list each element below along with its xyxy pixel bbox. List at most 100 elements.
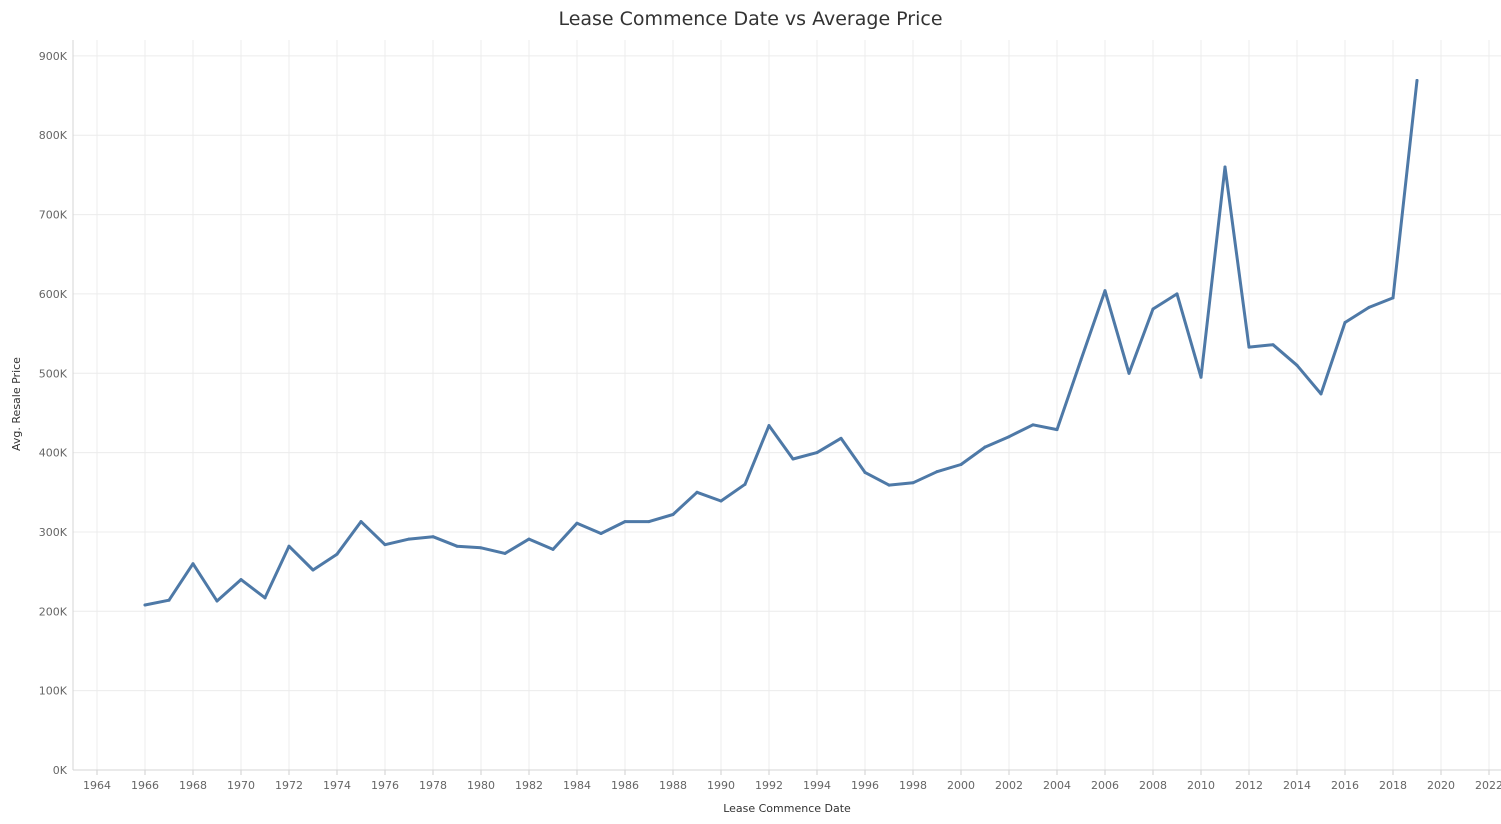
data-point <box>1247 345 1251 349</box>
x-tick-label: 2000 <box>947 779 975 792</box>
x-tick-label: 1986 <box>611 779 639 792</box>
data-point <box>959 463 963 467</box>
y-tick-label: 900K <box>39 50 68 63</box>
data-point <box>1175 292 1179 296</box>
data-point <box>239 578 243 582</box>
data-point <box>887 483 891 487</box>
y-tick-label: 200K <box>39 605 68 618</box>
data-point <box>215 599 219 603</box>
data-point <box>191 562 195 566</box>
x-tick-label: 1996 <box>851 779 879 792</box>
data-point <box>1343 320 1347 324</box>
data-point <box>671 513 675 516</box>
y-tick-label: 700K <box>39 209 68 222</box>
data-point <box>767 424 771 428</box>
data-point <box>431 535 435 539</box>
data-point <box>647 520 651 524</box>
data-point <box>407 537 411 541</box>
x-tick-label: 2020 <box>1427 779 1455 792</box>
data-point <box>599 532 603 536</box>
x-tick-label: 2016 <box>1331 779 1359 792</box>
x-tick-label: 2018 <box>1379 779 1407 792</box>
series-layer <box>143 78 1419 607</box>
series-line <box>143 79 1419 607</box>
y-tick-label: 800K <box>39 129 68 142</box>
y-tick-label: 100K <box>39 685 68 698</box>
data-point <box>455 544 459 548</box>
data-point <box>383 543 387 547</box>
data-point <box>503 551 507 555</box>
data-point <box>1031 423 1035 427</box>
x-tick-label: 2012 <box>1235 779 1263 792</box>
data-point <box>287 544 291 548</box>
x-tick-label: 1978 <box>419 779 447 792</box>
y-tick-label: 600K <box>39 288 68 301</box>
data-point <box>359 520 363 524</box>
data-point <box>935 470 939 474</box>
data-point <box>911 481 915 485</box>
data-point <box>623 520 627 524</box>
x-tick-label: 1984 <box>563 779 591 792</box>
data-point <box>983 445 987 449</box>
x-tick-label: 1970 <box>227 779 255 792</box>
data-point <box>1223 165 1227 169</box>
data-point <box>311 568 315 572</box>
data-point <box>1391 296 1395 300</box>
x-tick-label: 1980 <box>467 779 495 792</box>
data-point <box>167 598 171 602</box>
data-point <box>1319 392 1323 396</box>
x-tick-label: 1976 <box>371 779 399 792</box>
x-tick-label: 1964 <box>83 779 111 792</box>
y-axis-title: Avg. Resale Price <box>10 357 23 451</box>
y-tick-label: 300K <box>39 526 68 539</box>
axes: 0K 100K 200K 300K 400K 500K 600K 700K 800K 900K 19… <box>39 40 1501 792</box>
data-point <box>719 499 723 503</box>
data-point <box>1199 375 1203 379</box>
chart-title: Lease Commence Date vs Average Price <box>558 8 943 30</box>
data-point <box>575 521 579 525</box>
x-tick-label: 1992 <box>755 779 783 792</box>
x-tick-label: 1982 <box>515 779 543 792</box>
data-point <box>263 596 267 600</box>
data-point <box>1127 371 1131 375</box>
x-tick-label: 2022 <box>1475 779 1501 792</box>
x-tick-label: 2006 <box>1091 779 1119 792</box>
data-point <box>335 552 339 556</box>
y-tick-label: 500K <box>39 367 68 380</box>
x-tick-label: 1990 <box>707 779 735 792</box>
data-point <box>743 482 747 486</box>
x-tick-label: 1994 <box>803 779 831 792</box>
data-point <box>1007 435 1011 439</box>
x-tick-label: 2004 <box>1043 779 1071 792</box>
x-tick-label: 1972 <box>275 779 303 792</box>
data-point <box>1055 428 1059 432</box>
x-tick-label: 1974 <box>323 779 351 792</box>
data-point <box>1103 289 1107 293</box>
data-point <box>1295 363 1299 367</box>
data-point <box>815 451 819 455</box>
data-point <box>695 490 699 494</box>
x-tick-label: 2002 <box>995 779 1023 792</box>
data-point <box>143 603 147 607</box>
data-point <box>1367 305 1371 309</box>
x-tick-label: 1998 <box>899 779 927 792</box>
y-tick-label: 400K <box>39 447 68 460</box>
x-tick-label: 1966 <box>131 779 159 792</box>
data-point <box>791 457 795 461</box>
x-tick-label: 2010 <box>1187 779 1215 792</box>
x-tick-label: 1988 <box>659 779 687 792</box>
x-tick-label: 2008 <box>1139 779 1167 792</box>
x-axis-title: Lease Commence Date <box>723 802 851 815</box>
data-point <box>1079 358 1083 362</box>
y-tick-label: 0K <box>53 764 68 777</box>
x-tick-label: 1968 <box>179 779 207 792</box>
data-point <box>551 547 555 551</box>
data-point <box>479 546 483 550</box>
data-point <box>1271 343 1275 347</box>
data-point <box>839 436 843 440</box>
data-point <box>1151 307 1155 311</box>
data-point <box>1415 78 1419 82</box>
data-point <box>527 537 531 541</box>
grid-lines <box>73 40 1501 771</box>
